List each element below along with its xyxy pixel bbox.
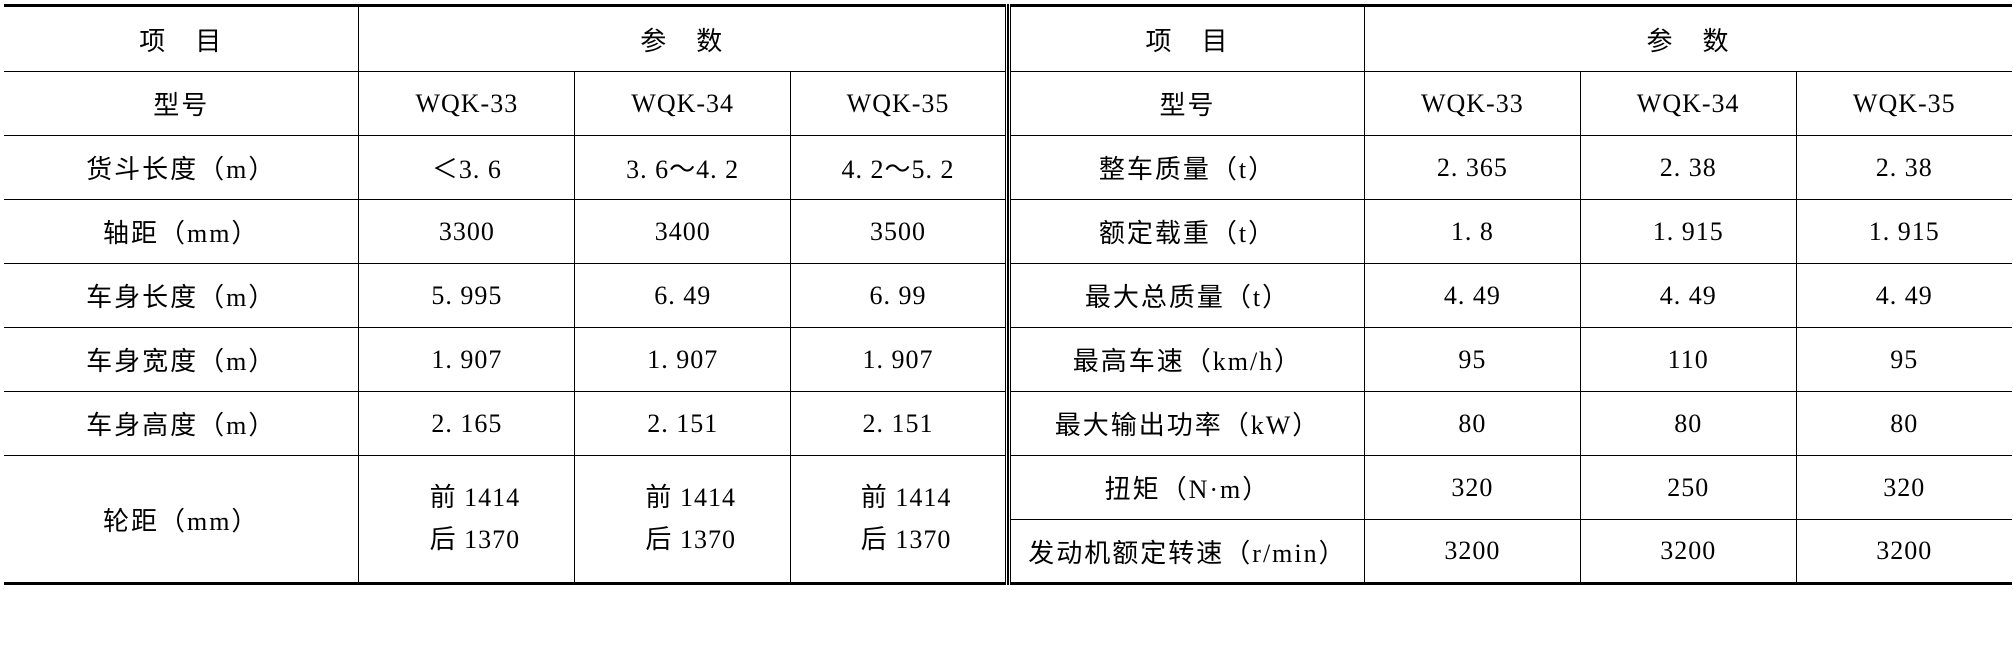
col-header-param: 参 数 — [359, 6, 1007, 72]
row-label: 车身宽度（m） — [4, 328, 359, 392]
model-label: 型号 — [1010, 72, 1365, 136]
track-row: 轮距（mm） 前 1414 后 1370 前 1414 后 1370 前 141… — [4, 456, 1007, 584]
model-b: WQK-34 — [1580, 72, 1796, 136]
table-row: 整车质量（t） 2. 365 2. 38 2. 38 — [1010, 136, 2013, 200]
cell: 3500 — [791, 200, 1007, 264]
model-label: 型号 — [4, 72, 359, 136]
cell: 2. 38 — [1796, 136, 2012, 200]
cell: 2. 365 — [1364, 136, 1580, 200]
row-label: 整车质量（t） — [1010, 136, 1365, 200]
table-row: 发动机额定转速（r/min） 3200 3200 3200 — [1010, 520, 2013, 584]
row-label: 最大总质量（t） — [1010, 264, 1365, 328]
spec-tables: 项 目 参 数 型号 WQK-33 WQK-34 WQK-35 货斗长度（m） … — [4, 4, 2012, 585]
row-label: 轮距（mm） — [4, 456, 359, 584]
row-label: 扭矩（N·m） — [1010, 456, 1365, 520]
cell: 3. 6～4. 2 — [575, 136, 791, 200]
cell: 1. 8 — [1364, 200, 1580, 264]
cell: 320 — [1796, 456, 2012, 520]
cell: 95 — [1796, 328, 2012, 392]
cell: 95 — [1364, 328, 1580, 392]
cell: 80 — [1580, 392, 1796, 456]
cell: 1. 907 — [575, 328, 791, 392]
table-row: 货斗长度（m） ＜3. 6 3. 6～4. 2 4. 2～5. 2 — [4, 136, 1007, 200]
cell: 1. 907 — [791, 328, 1007, 392]
table-row: 车身长度（m） 5. 995 6. 49 6. 99 — [4, 264, 1007, 328]
cell: 2. 151 — [575, 392, 791, 456]
table-row: 车身宽度（m） 1. 907 1. 907 1. 907 — [4, 328, 1007, 392]
cell: 1. 915 — [1580, 200, 1796, 264]
cell: 2. 165 — [359, 392, 575, 456]
table-row: 车身高度（m） 2. 165 2. 151 2. 151 — [4, 392, 1007, 456]
cell: 250 — [1580, 456, 1796, 520]
cell: 3400 — [575, 200, 791, 264]
model-c: WQK-35 — [1796, 72, 2012, 136]
cell: 3200 — [1364, 520, 1580, 584]
cell: 4. 2～5. 2 — [791, 136, 1007, 200]
cell: 1. 915 — [1796, 200, 2012, 264]
spec-table-left: 项 目 参 数 型号 WQK-33 WQK-34 WQK-35 货斗长度（m） … — [4, 4, 1008, 585]
cell: 1. 907 — [359, 328, 575, 392]
cell: 2. 151 — [791, 392, 1007, 456]
row-label: 轴距（mm） — [4, 200, 359, 264]
model-b: WQK-34 — [575, 72, 791, 136]
table-row: 最大输出功率（kW） 80 80 80 — [1010, 392, 2013, 456]
cell: 3300 — [359, 200, 575, 264]
spec-table-right: 项 目 参 数 型号 WQK-33 WQK-34 WQK-35 整车质量（t） … — [1008, 4, 2012, 585]
model-a: WQK-33 — [1364, 72, 1580, 136]
cell: 6. 49 — [575, 264, 791, 328]
track-a: 前 1414 后 1370 — [359, 456, 575, 584]
row-label: 最高车速（km/h） — [1010, 328, 1365, 392]
table-row: 额定载重（t） 1. 8 1. 915 1. 915 — [1010, 200, 2013, 264]
header-row: 项 目 参 数 — [1010, 6, 2013, 72]
row-label: 额定载重（t） — [1010, 200, 1365, 264]
row-label: 货斗长度（m） — [4, 136, 359, 200]
cell: 4. 49 — [1796, 264, 2012, 328]
col-header-item: 项 目 — [4, 6, 359, 72]
cell: 2. 38 — [1580, 136, 1796, 200]
model-row: 型号 WQK-33 WQK-34 WQK-35 — [4, 72, 1007, 136]
model-a: WQK-33 — [359, 72, 575, 136]
table-row: 最大总质量（t） 4. 49 4. 49 4. 49 — [1010, 264, 2013, 328]
row-label: 发动机额定转速（r/min） — [1010, 520, 1365, 584]
row-label: 车身长度（m） — [4, 264, 359, 328]
table-row: 最高车速（km/h） 95 110 95 — [1010, 328, 2013, 392]
cell: 4. 49 — [1580, 264, 1796, 328]
model-row: 型号 WQK-33 WQK-34 WQK-35 — [1010, 72, 2013, 136]
cell: ＜3. 6 — [359, 136, 575, 200]
cell: 5. 995 — [359, 264, 575, 328]
track-c: 前 1414 后 1370 — [791, 456, 1007, 584]
col-header-item: 项 目 — [1010, 6, 1365, 72]
track-b: 前 1414 后 1370 — [575, 456, 791, 584]
row-label: 车身高度（m） — [4, 392, 359, 456]
cell: 320 — [1364, 456, 1580, 520]
row-label: 最大输出功率（kW） — [1010, 392, 1365, 456]
table-row: 扭矩（N·m） 320 250 320 — [1010, 456, 2013, 520]
cell: 6. 99 — [791, 264, 1007, 328]
header-row: 项 目 参 数 — [4, 6, 1007, 72]
cell: 4. 49 — [1364, 264, 1580, 328]
cell: 80 — [1796, 392, 2012, 456]
cell: 80 — [1364, 392, 1580, 456]
col-header-param: 参 数 — [1364, 6, 2012, 72]
cell: 3200 — [1580, 520, 1796, 584]
table-row: 轴距（mm） 3300 3400 3500 — [4, 200, 1007, 264]
cell: 110 — [1580, 328, 1796, 392]
model-c: WQK-35 — [791, 72, 1007, 136]
cell: 3200 — [1796, 520, 2012, 584]
